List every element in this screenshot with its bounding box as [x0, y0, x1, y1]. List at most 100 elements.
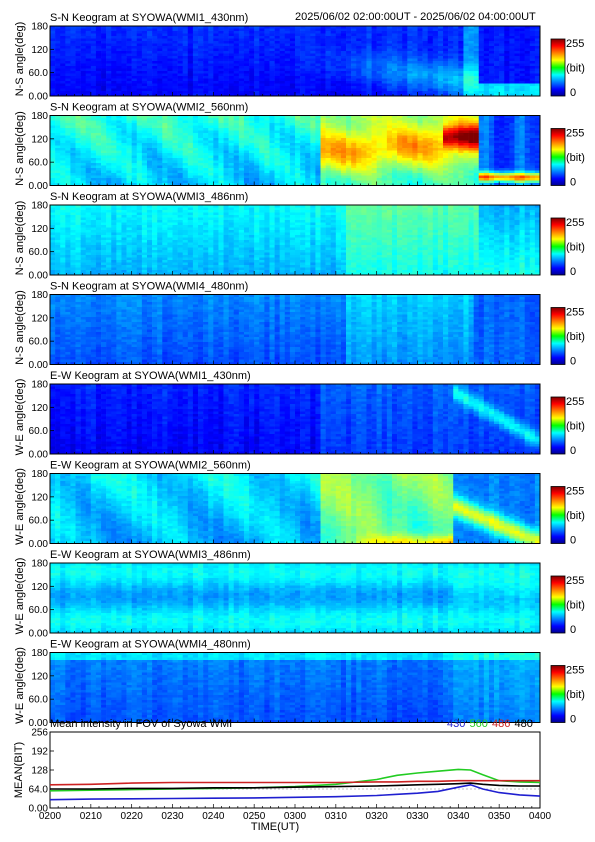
keogram-title: S-N Keogram at SYOWA(WMI4_480nm)	[50, 281, 248, 293]
x-tick-label: 0220	[121, 811, 144, 822]
angle-axis-label: W-E angle(deg)	[14, 558, 26, 635]
angle-tick-label: 60.0	[29, 695, 49, 706]
x-tick-label: 0320	[366, 811, 389, 822]
colorbar-max-label: 255	[566, 575, 584, 587]
angle-axis-label: N-S angle(deg)	[14, 22, 26, 97]
angle-axis-label: N-S angle(deg)	[14, 290, 26, 365]
colorbar-unit-label: (bit)	[566, 689, 585, 701]
keogram-heatmap	[50, 652, 541, 723]
angle-tick-label: 0.00	[29, 271, 49, 282]
angle-tick-label: 120	[31, 403, 48, 414]
keogram-title: S-N Keogram at SYOWA(WMI1_430nm)	[50, 12, 248, 24]
angle-tick-label: 120	[31, 134, 48, 145]
y-tick-label: 256	[31, 728, 48, 739]
colorbar-unit-label: (bit)	[566, 421, 585, 433]
y-axis-label: MEAN(BIT)	[13, 742, 25, 798]
keogram-panel: E-W Keogram at SYOWA(WMI3_486nm) 0.00 60.0…	[14, 549, 585, 640]
legend-entry: 480	[515, 718, 533, 730]
x-tick-label: 0340	[447, 811, 470, 822]
keogram-heatmap	[50, 26, 541, 97]
colorbar-min-label: 0	[570, 624, 576, 636]
keogram-panel: S-N Keogram at SYOWA(WMI4_480nm) 0.00 60.0…	[14, 281, 585, 372]
colorbar-min-label: 0	[570, 177, 576, 189]
series-line-430	[49, 783, 541, 801]
keogram-title: E-W Keogram at SYOWA(WMI1_430nm)	[50, 370, 251, 382]
colorbar-min-label: 0	[570, 356, 576, 368]
x-tick-label: 0400	[529, 811, 552, 822]
angle-tick-label: 0.00	[29, 539, 49, 550]
colorbar	[550, 575, 566, 634]
keogram-heatmap	[50, 473, 541, 544]
colorbar-unit-label: (bit)	[566, 600, 585, 612]
angle-tick-label: 0.00	[29, 450, 49, 461]
x-tick-label: 0300	[284, 811, 307, 822]
angle-tick-label: 0.00	[29, 360, 49, 371]
chart-title: Mean intensity in FOV of Syowa WMI	[50, 718, 232, 730]
colorbar-unit-label: (bit)	[566, 63, 585, 75]
keogram-title: S-N Keogram at SYOWA(WMI3_486nm)	[50, 191, 248, 203]
colorbar-max-label: 255	[566, 307, 584, 319]
angle-tick-label: 120	[31, 45, 48, 56]
legend-entry: 486	[492, 718, 510, 730]
x-axis-label: TIME(UT)	[251, 821, 299, 833]
keogram-title: E-W Keogram at SYOWA(WMI3_486nm)	[50, 549, 251, 561]
angle-tick-label: 60.0	[29, 158, 49, 169]
mean-intensity-chart: Mean intensity in FOV of Syowa WMI 430 560…	[13, 718, 552, 833]
keogram-panels: S-N Keogram at SYOWA(WMI1_430nm) 0.00 60.0…	[14, 12, 585, 729]
angle-tick-label: 180	[31, 111, 48, 122]
angle-axis-label: N-S angle(deg)	[14, 201, 26, 276]
angle-tick-label: 180	[31, 22, 48, 33]
angle-tick-label: 60.0	[29, 516, 49, 527]
x-tick-label: 0250	[243, 811, 266, 822]
colorbar-unit-label: (bit)	[566, 242, 585, 254]
angle-axis-label: N-S angle(deg)	[14, 111, 26, 186]
colorbar-min-label: 0	[570, 87, 576, 99]
keogram-heatmap	[50, 384, 541, 455]
angle-tick-label: 60.0	[29, 247, 49, 258]
colorbar	[550, 38, 566, 97]
angle-tick-label: 60.0	[29, 337, 49, 348]
angle-tick-label: 0.00	[29, 92, 49, 103]
colorbar-max-label: 255	[566, 486, 584, 498]
angle-tick-label: 180	[31, 559, 48, 570]
angle-axis-label: W-E angle(deg)	[14, 647, 26, 724]
colorbar	[550, 307, 566, 365]
keogram-heatmap	[50, 205, 541, 276]
colorbar-min-label: 0	[570, 445, 576, 457]
y-tick-label: 128	[31, 766, 48, 777]
angle-tick-label: 180	[31, 469, 48, 480]
colorbar	[550, 217, 566, 276]
colorbar-min-label: 0	[570, 266, 576, 278]
x-tick-label: 0310	[325, 811, 348, 822]
legend-entry: 430	[447, 718, 465, 730]
keogram-heatmap	[50, 563, 541, 634]
colorbar-unit-label: (bit)	[566, 152, 585, 164]
keogram-title: E-W Keogram at SYOWA(WMI2_560nm)	[50, 460, 251, 472]
angle-tick-label: 180	[31, 290, 48, 301]
x-tick-label: 0330	[406, 811, 429, 822]
series-line-486	[49, 779, 540, 786]
colorbar-max-label: 255	[566, 665, 584, 677]
keogram-panel: S-N Keogram at SYOWA(WMI3_486nm) 0.00 60.0…	[14, 191, 585, 282]
angle-tick-label: 120	[31, 582, 48, 593]
x-tick-label: 0210	[80, 811, 103, 822]
keogram-heatmap	[50, 115, 541, 186]
angle-tick-label: 120	[31, 671, 48, 682]
keogram-panel: E-W Keogram at SYOWA(WMI1_430nm) 0.00 60.0…	[14, 370, 585, 461]
angle-tick-label: 120	[31, 224, 48, 235]
colorbar-min-label: 0	[570, 535, 576, 547]
colorbar-max-label: 255	[566, 396, 584, 408]
keogram-title: S-N Keogram at SYOWA(WMI2_560nm)	[50, 102, 248, 114]
angle-tick-label: 0.00	[29, 629, 49, 640]
colorbar-max-label: 255	[566, 217, 584, 229]
keogram-panel: S-N Keogram at SYOWA(WMI2_560nm) 0.00 60.0…	[14, 102, 585, 193]
x-tick-label: 0240	[202, 811, 225, 822]
keogram-title: E-W Keogram at SYOWA(WMI4_480nm)	[50, 639, 251, 651]
colorbar	[550, 396, 566, 455]
colorbar-unit-label: (bit)	[566, 331, 585, 343]
angle-tick-label: 0.00	[29, 181, 49, 192]
colorbar-max-label: 255	[566, 38, 584, 50]
x-tick-label: 0200	[39, 811, 62, 822]
angle-tick-label: 120	[31, 313, 48, 324]
